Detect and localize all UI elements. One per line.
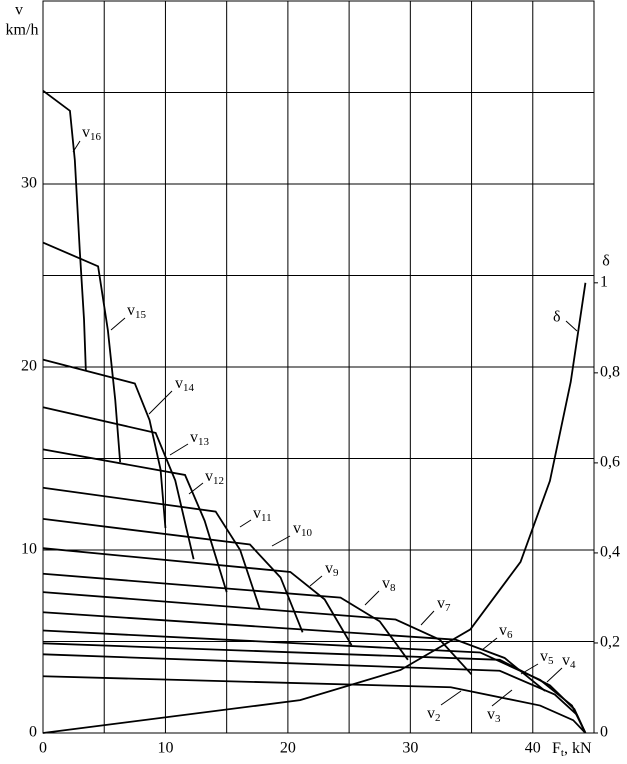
series-label: v14 — [175, 375, 195, 394]
y2-axis-label: δ — [602, 253, 610, 270]
curve — [42, 611, 546, 692]
y-axis-label: v — [15, 2, 23, 19]
x-tick-label: 0 — [39, 740, 47, 757]
curve — [42, 591, 473, 676]
label-leader — [148, 390, 173, 415]
curve — [42, 406, 195, 560]
x-axis-label: Ft, kN — [552, 740, 592, 759]
x-tick-label: 10 — [157, 740, 173, 757]
series-label: v5 — [540, 648, 554, 667]
series-label: v8 — [382, 575, 396, 594]
y2-tick-label: 0,2 — [600, 634, 620, 651]
label-leader — [481, 637, 498, 651]
y2-tick-label: 1 — [600, 273, 608, 290]
series-label: v7 — [437, 595, 451, 614]
label-leader — [364, 590, 380, 606]
y2-tick-label: 0,6 — [600, 454, 620, 471]
curve — [42, 282, 587, 734]
series-label: v16 — [82, 124, 102, 143]
series-label: v11 — [253, 505, 272, 524]
label-leader — [546, 667, 563, 683]
curve — [42, 448, 228, 593]
label-leader — [420, 610, 435, 626]
label-leader — [72, 140, 81, 153]
x-axis-label-part: F — [552, 740, 561, 757]
x-tick-label: 40 — [525, 740, 541, 757]
y2-tick-label: 0 — [600, 724, 608, 741]
series-label: v2 — [427, 705, 441, 724]
curve — [42, 486, 261, 609]
label-leader — [110, 317, 126, 331]
x-tick-label: 20 — [280, 740, 296, 757]
series-label: v9 — [325, 560, 339, 579]
label-leader — [271, 535, 291, 547]
y-axis-unit: km/h — [6, 22, 39, 39]
curve — [42, 358, 167, 529]
curve — [42, 547, 353, 646]
y-tick-label: 0 — [29, 724, 37, 741]
series-label: δ — [553, 309, 561, 326]
x-axis-label-part: t — [561, 747, 564, 759]
y2-tick-label: 0,8 — [600, 364, 620, 381]
series-label: v12 — [205, 468, 224, 487]
curve — [42, 241, 122, 463]
series-label: v15 — [127, 302, 147, 321]
series-label: v3 — [487, 706, 501, 725]
x-axis-label-part: , kN — [564, 740, 592, 757]
curve — [42, 572, 409, 661]
series-label: v6 — [499, 622, 513, 641]
label-leader — [309, 575, 323, 587]
series-label: v4 — [562, 652, 576, 671]
y2-tick-label: 0,4 — [600, 544, 620, 561]
label-leader — [440, 690, 462, 706]
label-leader — [239, 519, 252, 528]
y-tick-label: 10 — [21, 541, 37, 558]
y-tick-label: 20 — [21, 358, 37, 375]
label-leader — [169, 443, 189, 456]
curve — [42, 517, 304, 633]
y-tick-label: 30 — [21, 175, 37, 192]
curve — [42, 89, 87, 371]
x-tick-label: 30 — [402, 740, 418, 757]
label-leader — [565, 320, 578, 332]
curve — [42, 675, 587, 734]
curve — [42, 653, 587, 734]
label-leader — [188, 482, 204, 495]
series-label: v13 — [190, 429, 210, 448]
series-label: v10 — [293, 520, 313, 539]
